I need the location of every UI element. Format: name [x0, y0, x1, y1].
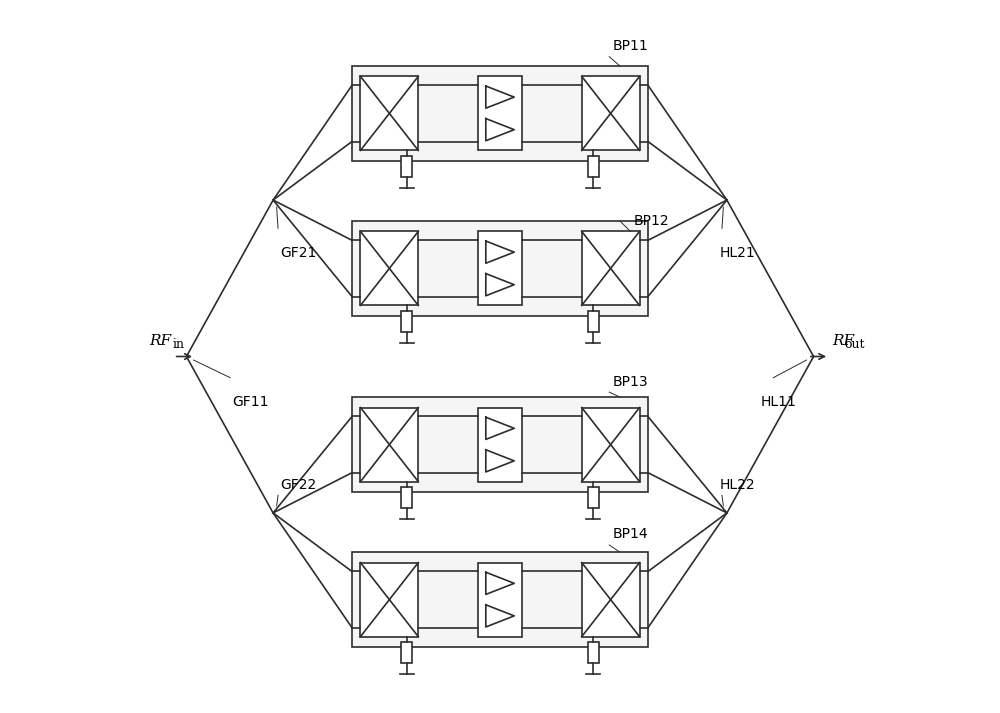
Bar — [401, 311, 412, 332]
Bar — [478, 76, 522, 150]
Bar — [582, 232, 640, 305]
Text: BP13: BP13 — [613, 374, 648, 389]
Text: HL11: HL11 — [761, 395, 797, 409]
Bar — [588, 311, 599, 332]
Text: HL22: HL22 — [720, 478, 755, 492]
Text: in: in — [172, 338, 184, 351]
Text: GF22: GF22 — [280, 478, 316, 492]
Bar — [360, 76, 418, 150]
Text: RF: RF — [832, 334, 854, 348]
Bar — [360, 563, 418, 637]
Bar — [401, 487, 412, 508]
Bar — [478, 232, 522, 305]
Bar — [360, 408, 418, 481]
Bar — [478, 408, 522, 481]
Text: BP11: BP11 — [613, 39, 648, 53]
Bar — [582, 76, 640, 150]
Bar — [588, 156, 599, 177]
Bar — [588, 487, 599, 508]
Bar — [401, 642, 412, 663]
Bar — [582, 408, 640, 481]
Text: out: out — [845, 338, 865, 351]
Bar — [401, 156, 412, 177]
Bar — [352, 552, 648, 647]
Bar — [360, 232, 418, 305]
Bar — [582, 563, 640, 637]
Bar — [352, 397, 648, 492]
Bar — [478, 563, 522, 637]
Bar — [588, 642, 599, 663]
Text: GF11: GF11 — [232, 395, 269, 409]
Text: BP12: BP12 — [634, 214, 670, 228]
Text: HL21: HL21 — [720, 246, 756, 260]
Text: RF: RF — [149, 334, 171, 348]
Bar — [352, 66, 648, 161]
Text: BP14: BP14 — [613, 528, 648, 541]
Bar — [352, 221, 648, 316]
Text: GF21: GF21 — [280, 246, 317, 260]
